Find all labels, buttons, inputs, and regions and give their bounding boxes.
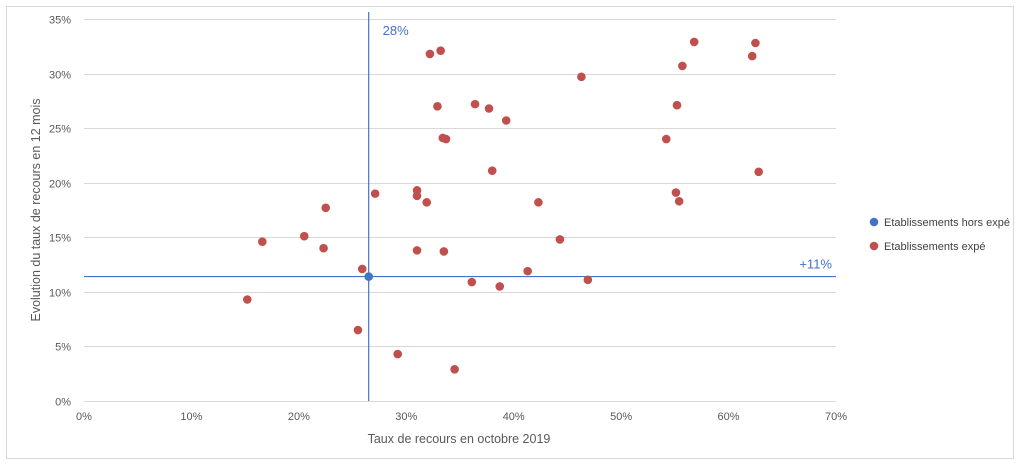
point-expe — [370, 189, 380, 198]
x-axis-title: Taux de recours en octobre 2019 — [368, 432, 551, 446]
point-expe — [258, 237, 267, 246]
point-expe — [754, 167, 763, 177]
point-expe — [678, 61, 687, 71]
reference-lines: 28% +11% — [84, 12, 836, 401]
point-expe — [433, 102, 442, 111]
point-expe — [523, 266, 532, 276]
point-expe — [495, 282, 505, 291]
point-expe — [583, 275, 593, 285]
point-expe — [467, 277, 477, 287]
point-expe — [242, 295, 252, 304]
x-tick-label: 10% — [180, 411, 202, 423]
point-expe — [671, 188, 681, 197]
point-expe — [747, 51, 757, 61]
point-hors-expe — [364, 272, 373, 281]
y-axis-title: Evolution du taux de recours en 12 mois — [29, 98, 43, 321]
y-tick-label: 35% — [49, 15, 71, 27]
legend-marker — [869, 241, 879, 251]
point-expe — [319, 243, 328, 253]
point-expe — [534, 198, 543, 207]
x-tick-label: 60% — [718, 411, 740, 423]
data-points — [242, 37, 763, 374]
x-tick-label: 70% — [825, 411, 847, 423]
chart-frame — [6, 6, 1014, 459]
legend-marker — [869, 217, 879, 227]
point-expe — [555, 235, 565, 244]
x-tick-label: 50% — [610, 411, 632, 423]
y-tick-label: 0% — [55, 397, 71, 409]
point-expe — [484, 104, 494, 113]
horizontal-reference-label: +11% — [799, 257, 832, 272]
point-expe — [393, 349, 402, 359]
x-tick-label: 20% — [288, 411, 310, 423]
point-expe — [441, 134, 451, 144]
point-expe — [487, 166, 497, 176]
y-tick-label: 20% — [49, 179, 71, 191]
y-tick-label: 5% — [55, 342, 71, 354]
legend-label: Etablissements hors expé — [884, 217, 1010, 229]
point-expe — [470, 99, 480, 109]
point-expe — [689, 37, 699, 47]
point-expe — [674, 196, 684, 206]
gridlines — [84, 19, 836, 402]
point-expe — [412, 191, 422, 201]
x-tick-label: 0% — [76, 411, 92, 423]
y-tick-label: 10% — [49, 288, 71, 300]
point-expe — [425, 49, 435, 59]
point-expe — [422, 198, 431, 207]
x-tick-label: 30% — [395, 411, 417, 423]
legend: Etablissements hors expé Etablissements e… — [869, 217, 1010, 253]
point-expe — [450, 365, 459, 374]
point-expe — [412, 246, 422, 255]
point-expe — [357, 264, 367, 274]
point-expe — [436, 46, 445, 55]
point-expe — [577, 72, 586, 82]
point-expe — [501, 116, 511, 125]
point-expe — [439, 247, 449, 256]
point-expe — [353, 325, 363, 335]
point-expe — [661, 134, 671, 144]
y-tick-label: 15% — [49, 233, 71, 245]
vertical-reference-label: 28% — [383, 23, 409, 38]
point-expe — [299, 231, 309, 241]
y-tick-label: 25% — [49, 124, 71, 136]
x-tick-label: 40% — [503, 411, 525, 423]
legend-label: Etablissements expé — [884, 241, 986, 253]
point-expe — [751, 38, 760, 48]
tick-labels: 0% 5% 10% 15% 20% 25% 30% 35% 0% 10% 20% 30% 40% 50% 6… — [49, 15, 847, 424]
point-expe — [321, 203, 331, 213]
y-tick-label: 30% — [49, 70, 71, 82]
point-expe — [672, 100, 682, 110]
